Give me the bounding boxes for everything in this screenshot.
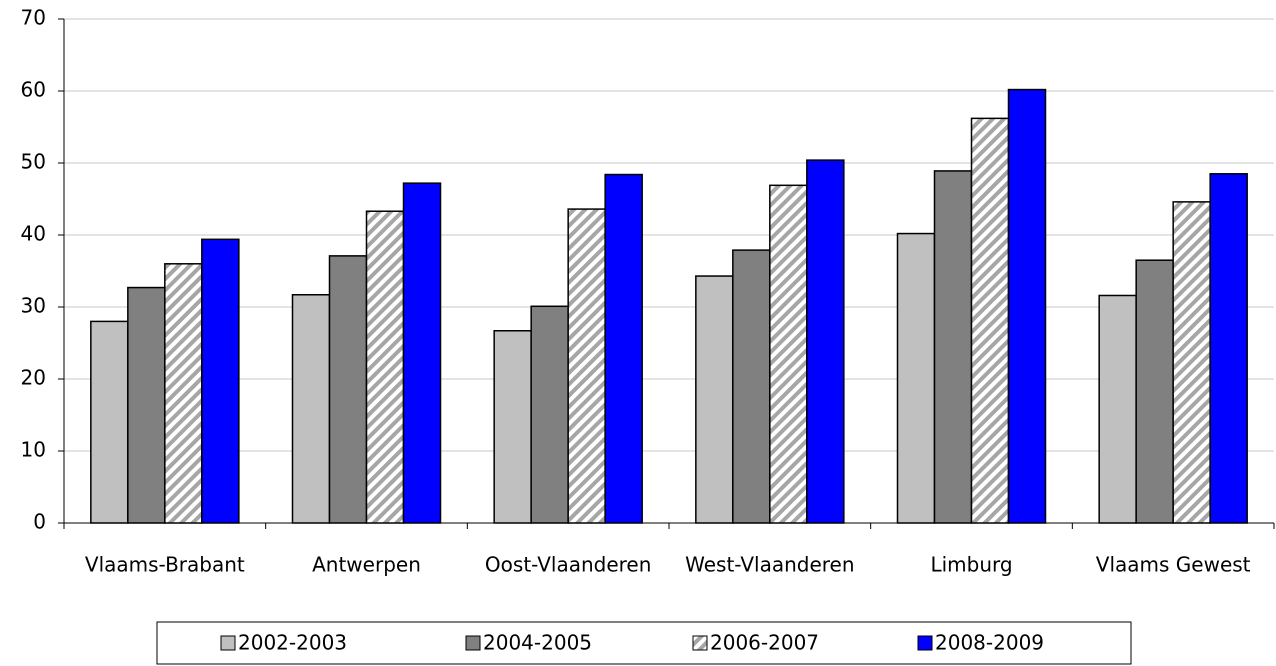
bar (164, 263, 203, 524)
legend-swatch (465, 635, 481, 651)
bar (896, 232, 936, 524)
bar (201, 238, 240, 524)
x-tick-label: West-Vlaanderen (685, 553, 854, 577)
y-tick-label: 60 (21, 78, 46, 102)
y-tick-label: 10 (21, 438, 46, 462)
bar (1007, 88, 1047, 524)
legend-label: 2002-2003 (238, 631, 347, 655)
bar (530, 305, 569, 524)
bar (970, 117, 1010, 524)
bar (291, 294, 331, 524)
bar (933, 170, 973, 524)
bar (806, 159, 845, 524)
bar (402, 182, 442, 524)
legend-box (156, 621, 1132, 665)
x-tick-label: Limburg (930, 553, 1012, 577)
bar (567, 208, 606, 524)
y-tick-label: 30 (21, 294, 46, 318)
x-tick-label: Antwerpen (312, 553, 421, 577)
y-tick-label: 0 (33, 510, 46, 534)
legend-label: 2004-2005 (483, 631, 592, 655)
bar (90, 320, 129, 524)
bar (769, 184, 808, 524)
y-tick-label: 50 (21, 150, 46, 174)
bar (695, 275, 734, 524)
bar (1172, 201, 1211, 524)
bar (1209, 173, 1248, 524)
y-tick-label: 70 (21, 6, 46, 30)
bar (365, 210, 405, 524)
legend-swatch (220, 635, 236, 651)
bar (127, 286, 166, 524)
bar (328, 255, 368, 524)
x-tick-label: Oost-Vlaanderen (485, 553, 651, 577)
y-tick-label: 40 (21, 222, 46, 246)
bar (1098, 294, 1137, 524)
bar (604, 173, 643, 524)
x-tick-label: Vlaams Gewest (1096, 553, 1251, 577)
legend-label: 2006-2007 (710, 631, 819, 655)
legend-swatch (917, 635, 933, 651)
legend-label: 2008-2009 (935, 631, 1044, 655)
bar (1135, 259, 1174, 524)
bar (493, 330, 532, 524)
x-tick-label: Vlaams-Brabant (85, 553, 245, 577)
legend-swatch (692, 635, 708, 651)
y-tick-label: 20 (21, 366, 46, 390)
bar (732, 249, 771, 524)
